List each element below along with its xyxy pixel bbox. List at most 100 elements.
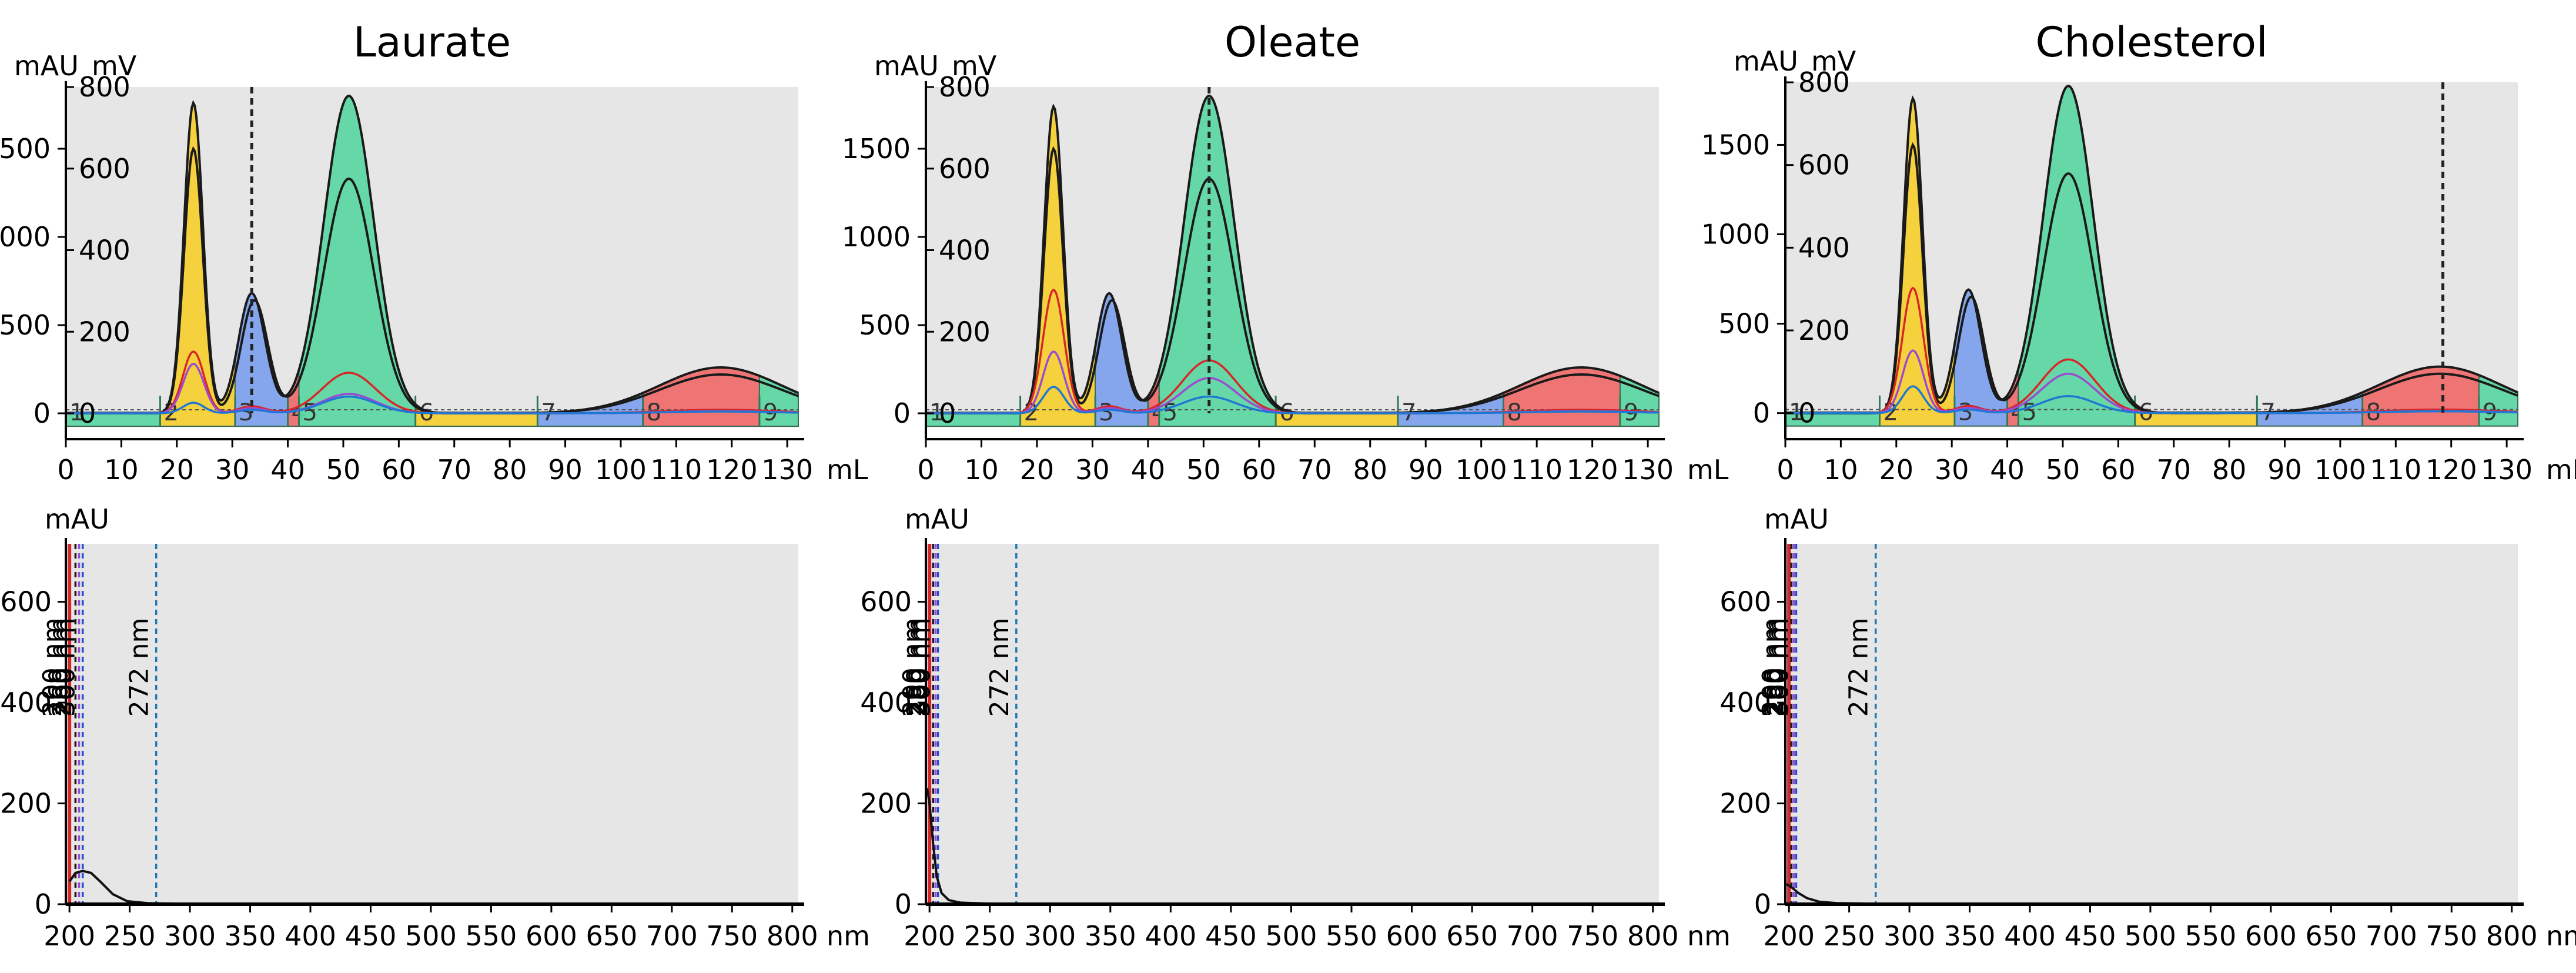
x-tick-label: 40 xyxy=(1990,454,2025,486)
y-tick-label-mv: 800 xyxy=(79,71,131,103)
x-unit-label: nm xyxy=(2546,920,2576,952)
x-tick-label: 130 xyxy=(2481,454,2532,486)
fraction-label: 3 xyxy=(1958,399,1973,426)
x-tick-label: 120 xyxy=(706,454,758,486)
y-tick-label: 1500 xyxy=(0,133,51,165)
y-tick-label-mv: 0 xyxy=(939,397,956,429)
y-tick-label: 0 xyxy=(34,397,51,429)
wavelength-label: 272 nm xyxy=(985,618,1015,717)
y-tick-label-mv: 400 xyxy=(939,235,991,266)
x-tick-label: 500 xyxy=(405,920,457,952)
x-tick-label: 800 xyxy=(2486,920,2538,952)
x-tick-label: 350 xyxy=(1944,920,1996,952)
x-tick-label: 800 xyxy=(767,920,818,952)
x-tick-label: 550 xyxy=(466,920,517,952)
y-tick-label: 0 xyxy=(1754,888,1771,920)
x-tick-label: 0 xyxy=(917,454,934,486)
wavelength-label: 200 nm xyxy=(1757,618,1787,717)
chromatogram-panel: Oleate1234567890102030405060708090100110… xyxy=(842,18,1729,486)
x-tick-label: 200 xyxy=(44,920,95,952)
x-tick-label: 130 xyxy=(1622,454,1674,486)
x-tick-label: 50 xyxy=(326,454,361,486)
x-tick-label: 130 xyxy=(761,454,813,486)
x-tick-label: 110 xyxy=(650,454,702,486)
x-tick-label: 200 xyxy=(1763,920,1815,952)
wavelength-label: 280 nm xyxy=(1762,618,1792,717)
y-tick-label-mv: 400 xyxy=(1798,232,1850,263)
wavelength-label: 200 nm xyxy=(898,618,928,717)
y-tick-label: 1000 xyxy=(0,221,51,253)
y-tick-label-mv: 0 xyxy=(79,397,96,429)
y-tick-label: 200 xyxy=(860,788,912,820)
y-tick-label: 200 xyxy=(0,788,52,820)
y-unit-label: mAU xyxy=(1734,45,1798,77)
wavelength-label: 272 nm xyxy=(125,618,155,717)
x-unit-label: mL xyxy=(1687,454,1729,486)
y-tick-label: 1000 xyxy=(1701,219,1770,250)
x-tick-label: 30 xyxy=(1935,454,1969,486)
x-tick-label: 0 xyxy=(57,454,74,486)
y-tick-label: 400 xyxy=(0,687,52,718)
x-tick-label: 400 xyxy=(2004,920,2056,952)
x-tick-label: 20 xyxy=(1020,454,1055,486)
x-tick-label: 650 xyxy=(586,920,637,952)
fraction-label: 3 xyxy=(1099,399,1113,426)
y-tick-label: 1500 xyxy=(842,133,911,165)
x-unit-label: mL xyxy=(827,454,868,486)
trace-line xyxy=(1785,385,2518,414)
x-tick-label: 10 xyxy=(104,454,139,486)
y-tick-label-mv: 600 xyxy=(939,153,991,185)
y-tick-label: 0 xyxy=(895,888,912,920)
y-tick-label: 400 xyxy=(860,687,912,718)
x-tick-label: 700 xyxy=(1507,920,1558,952)
x-tick-label: 500 xyxy=(2125,920,2176,952)
y-tick-label: 0 xyxy=(1753,397,1770,429)
trace-line xyxy=(66,395,799,414)
y-tick-label-mv: 800 xyxy=(939,71,991,103)
x-tick-label: 650 xyxy=(1446,920,1498,952)
x-tick-label: 80 xyxy=(2212,454,2247,486)
y-tick-label: 0 xyxy=(35,888,52,920)
x-tick-label: 60 xyxy=(382,454,416,486)
chart-title: Cholesterol xyxy=(2035,18,2267,66)
y-tick-label: 500 xyxy=(1718,308,1770,340)
x-tick-label: 300 xyxy=(1884,920,1935,952)
x-unit-label: mL xyxy=(2546,454,2576,486)
x-tick-label: 550 xyxy=(1326,920,1377,952)
x-tick-label: 20 xyxy=(160,454,195,486)
plot-area xyxy=(1785,544,2518,904)
x-tick-label: 750 xyxy=(1567,920,1618,952)
y-unit-label: mAU xyxy=(874,50,939,82)
x-tick-label: 750 xyxy=(2426,920,2477,952)
plot-area xyxy=(66,544,798,904)
x-tick-label: 700 xyxy=(646,920,698,952)
x-tick-label: 800 xyxy=(1627,920,1679,952)
wavelength-label: 300 nm xyxy=(906,618,936,717)
wavelength-label: 280 nm xyxy=(904,618,934,717)
wavelength-label: 280 nm xyxy=(48,618,78,717)
x-tick-label: 450 xyxy=(1205,920,1257,952)
y-unit-label: mAU xyxy=(14,50,79,82)
x-tick-label: 30 xyxy=(1075,454,1110,486)
x-tick-label: 40 xyxy=(270,454,305,486)
x-tick-label: 90 xyxy=(2267,454,2302,486)
y-tick-label: 200 xyxy=(1719,788,1771,820)
wavelength-label: 200 nm xyxy=(38,618,68,717)
y-tick-label: 1500 xyxy=(1701,129,1770,161)
chart-title: Laurate xyxy=(353,18,511,66)
y-tick-label-mv: 400 xyxy=(79,235,131,266)
x-tick-label: 70 xyxy=(1297,454,1332,486)
x-tick-label: 70 xyxy=(2156,454,2191,486)
x-tick-label: 50 xyxy=(1186,454,1221,486)
x-tick-label: 50 xyxy=(2046,454,2080,486)
x-tick-label: 350 xyxy=(225,920,276,952)
wavelength-label: 272 nm xyxy=(1844,618,1874,717)
x-tick-label: 600 xyxy=(1386,920,1438,952)
x-tick-label: 600 xyxy=(2245,920,2297,952)
x-tick-label: 450 xyxy=(2065,920,2116,952)
x-tick-label: 0 xyxy=(1777,454,1794,486)
